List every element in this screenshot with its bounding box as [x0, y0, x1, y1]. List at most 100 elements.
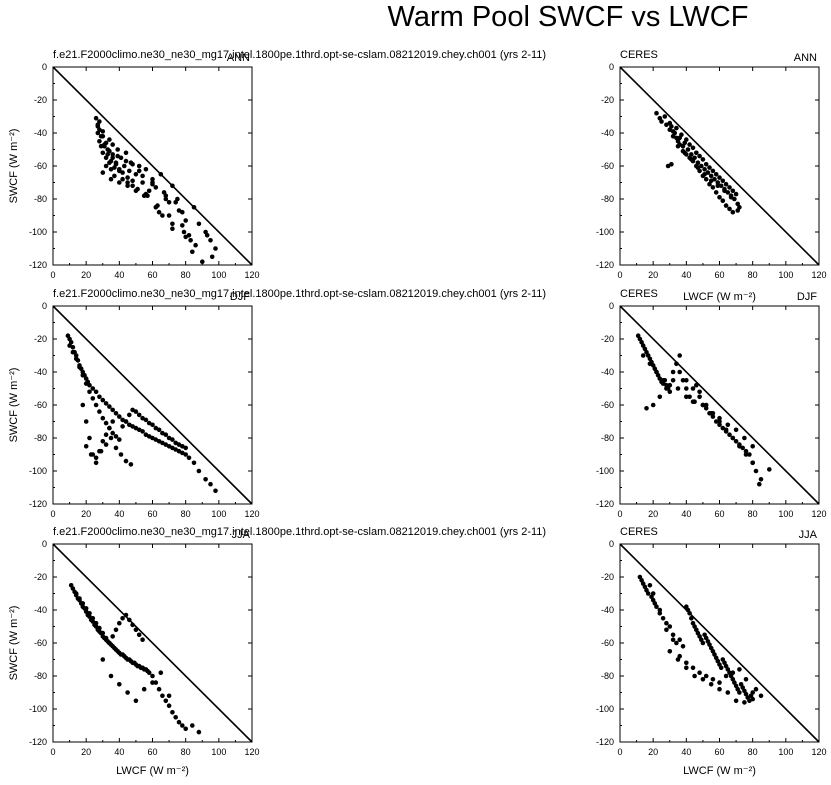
panel-source-label: CERES: [620, 288, 658, 300]
x-tick-label: 20: [648, 747, 658, 757]
data-point: [707, 181, 712, 187]
data-point: [725, 422, 731, 428]
data-point: [684, 386, 689, 391]
y-tick-label: -100: [29, 466, 47, 476]
x-tick-label: 80: [181, 509, 191, 519]
data-point: [703, 406, 709, 411]
data-point: [674, 361, 679, 367]
data-point: [662, 114, 668, 119]
panel-season-label: JJA: [232, 529, 251, 541]
data-point: [113, 434, 119, 439]
data-point: [708, 173, 714, 179]
data-point: [654, 110, 659, 116]
x-tick-label: 100: [211, 270, 226, 280]
data-point: [180, 223, 185, 228]
data-point: [669, 162, 674, 167]
data-point: [710, 411, 716, 416]
data-point: [737, 690, 742, 695]
y-tick-label: -80: [34, 433, 47, 443]
data-point: [675, 657, 681, 662]
data-point: [146, 188, 152, 194]
data-point: [130, 183, 135, 189]
data-point: [123, 419, 129, 424]
data-point: [667, 624, 673, 629]
data-point: [117, 682, 122, 687]
x-tick-label: 120: [244, 270, 259, 280]
data-point: [750, 690, 755, 695]
data-point: [150, 680, 155, 685]
data-point: [93, 115, 99, 121]
y-axis-label: SWCF (W m⁻²): [8, 606, 20, 681]
data-point: [647, 361, 653, 367]
data-point: [173, 715, 178, 720]
data-point: [67, 343, 72, 348]
data-point: [654, 369, 659, 375]
data-point: [87, 435, 92, 441]
data-point: [108, 176, 114, 182]
data-point: [689, 152, 694, 157]
data-point: [83, 419, 89, 424]
data-point: [133, 627, 139, 633]
data-point: [90, 396, 96, 401]
data-point: [93, 620, 99, 626]
data-point: [136, 632, 142, 638]
data-point: [196, 468, 202, 474]
data-point: [196, 221, 202, 227]
data-point: [100, 439, 106, 444]
data-point: [690, 386, 696, 391]
y-tick-label: -40: [34, 605, 47, 615]
reference-line: [619, 543, 820, 743]
y-tick-label: -120: [29, 260, 47, 270]
x-tick-label: 0: [617, 747, 622, 757]
y-tick-label: -100: [596, 466, 614, 476]
data-point: [77, 364, 82, 370]
data-point: [700, 402, 706, 408]
data-point: [680, 378, 686, 383]
x-tick-label: 60: [147, 747, 157, 757]
data-point: [136, 412, 142, 418]
data-point: [153, 205, 159, 210]
data-point: [160, 213, 165, 218]
data-point: [133, 172, 139, 177]
data-point: [103, 163, 109, 169]
data-point: [110, 634, 115, 639]
data-point: [684, 137, 689, 142]
x-tick-label: 80: [748, 747, 758, 757]
data-point: [735, 208, 740, 213]
data-point: [153, 680, 159, 685]
data-point: [108, 673, 114, 679]
data-point: [80, 373, 86, 378]
data-point: [113, 627, 119, 633]
data-point: [677, 369, 682, 375]
data-point: [677, 353, 682, 358]
data-point: [153, 185, 159, 190]
data-point: [657, 394, 663, 400]
data-point: [689, 616, 694, 621]
data-point: [98, 134, 104, 139]
data-point: [90, 386, 96, 391]
y-tick-label: -120: [596, 499, 614, 509]
y-tick-label: -60: [601, 400, 614, 410]
panel-source-label: f.e21.F2000climo.ne30_ne30_mg17.intel.18…: [53, 526, 546, 538]
data-point: [103, 420, 109, 426]
data-point: [660, 378, 666, 383]
data-point: [158, 172, 164, 177]
x-tick-label: 20: [81, 270, 91, 280]
data-point: [125, 690, 130, 695]
data-point: [130, 178, 135, 184]
data-point: [117, 620, 122, 626]
data-point: [703, 176, 709, 182]
data-point: [725, 690, 731, 695]
data-point: [123, 612, 129, 618]
data-point: [758, 693, 764, 699]
y-tick-label: -60: [34, 638, 47, 648]
data-point: [136, 163, 142, 169]
data-point: [166, 213, 172, 218]
data-point: [103, 442, 109, 447]
data-point: [675, 143, 681, 149]
data-point: [140, 429, 145, 434]
data-point: [120, 176, 125, 182]
data-point: [723, 427, 729, 433]
data-point: [667, 649, 673, 654]
data-point: [767, 467, 772, 472]
